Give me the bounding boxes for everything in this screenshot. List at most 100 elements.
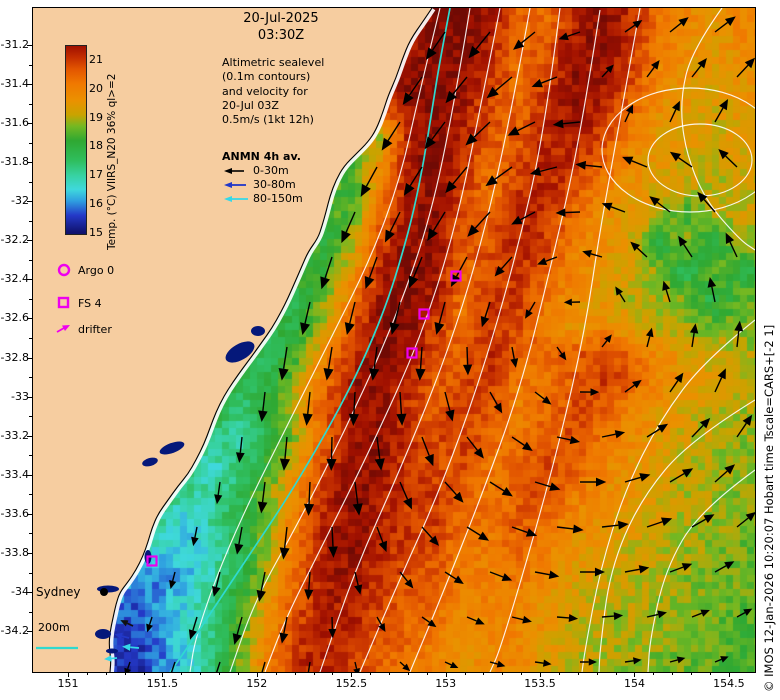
y-axis-label: -32.6 bbox=[0, 311, 29, 325]
y-minor-tick bbox=[29, 103, 32, 105]
alt-line: 0.5m/s (1kt 12h) bbox=[222, 113, 314, 127]
date-text: 20-Jul-2025 bbox=[243, 11, 319, 26]
y-tick-mark bbox=[27, 201, 32, 203]
colorbar-tick-label: 20 bbox=[89, 82, 103, 96]
y-tick-mark bbox=[27, 44, 32, 46]
x-axis-label: 152 bbox=[246, 677, 268, 690]
anmn-item-label: 30-80m bbox=[253, 178, 296, 191]
y-minor-tick bbox=[29, 338, 32, 340]
y-axis-label: -33.6 bbox=[0, 506, 29, 520]
x-axis-label: 152.5 bbox=[335, 677, 368, 690]
land-polygon bbox=[33, 8, 432, 672]
y-tick-mark bbox=[27, 435, 32, 437]
colorbar-tick-label: 18 bbox=[89, 139, 103, 153]
map-overlay bbox=[33, 8, 755, 672]
colorbar-tick-label: 15 bbox=[89, 225, 103, 239]
legend-drifter: drifter bbox=[55, 321, 112, 337]
alt-line: Altimetric sealevel bbox=[222, 56, 325, 69]
left-arrow-icon bbox=[224, 195, 248, 202]
y-tick-mark bbox=[27, 318, 32, 320]
x-axis-label: 154 bbox=[623, 677, 645, 690]
fs-square-icon bbox=[57, 296, 70, 309]
fs-mooring-squares bbox=[146, 270, 462, 567]
left-arrow-icon bbox=[224, 181, 246, 188]
y-tick-mark bbox=[27, 631, 32, 633]
y-axis-label: -32.8 bbox=[0, 350, 29, 364]
x-tick-mark bbox=[351, 672, 353, 677]
x-minor-tick bbox=[332, 672, 334, 675]
legend-fs: FS 4 bbox=[55, 295, 102, 311]
y-axis-label: -34.2 bbox=[0, 624, 29, 638]
x-axis-label: 154.5 bbox=[713, 677, 745, 690]
y-minor-tick bbox=[29, 416, 32, 418]
x-minor-tick bbox=[596, 672, 598, 675]
velocity-arrows bbox=[124, 16, 755, 672]
x-minor-tick bbox=[389, 672, 391, 675]
x-tick-mark bbox=[634, 672, 636, 677]
date-header: 20-Jul-2025 03:30Z bbox=[196, 10, 366, 44]
argo-circle-icon bbox=[57, 263, 71, 277]
y-axis-label: -32.2 bbox=[0, 233, 29, 247]
y-tick-mark bbox=[27, 240, 32, 242]
x-tick-mark bbox=[68, 672, 70, 677]
legend-fs-label: FS 4 bbox=[78, 296, 102, 310]
anmn-legend: ANMN 4h av. 0-30m 30-80m 80-150m bbox=[222, 150, 303, 205]
alt-line: and velocity for bbox=[222, 84, 308, 98]
x-minor-tick bbox=[200, 672, 202, 675]
anmn-item: 80-150m bbox=[222, 192, 303, 205]
y-axis-label: -33.2 bbox=[0, 428, 29, 442]
map-plot-area bbox=[32, 7, 756, 673]
y-tick-mark bbox=[27, 553, 32, 554]
imos-caption: © IMOS 12-Jan-2026 10:20:07 Hobart time … bbox=[762, 324, 776, 692]
alt-line: (0.1m contours) bbox=[222, 70, 311, 84]
x-minor-tick bbox=[502, 672, 504, 675]
x-minor-tick bbox=[672, 672, 674, 675]
y-minor-tick bbox=[29, 64, 32, 66]
y-axis-label: -32.4 bbox=[0, 272, 29, 286]
x-axis-label: 151.5 bbox=[146, 677, 179, 690]
y-axis-label: -31.8 bbox=[0, 155, 29, 169]
x-minor-tick bbox=[653, 672, 655, 675]
y-tick-mark bbox=[27, 357, 32, 359]
x-minor-tick bbox=[105, 672, 107, 675]
y-tick-mark bbox=[27, 396, 32, 398]
y-minor-tick bbox=[29, 298, 32, 300]
y-axis-label: -33.4 bbox=[0, 467, 29, 481]
x-tick-mark bbox=[728, 672, 730, 677]
y-tick-mark bbox=[27, 474, 32, 476]
x-minor-tick bbox=[86, 672, 88, 675]
anmn-item: 0-30m bbox=[222, 164, 303, 177]
altimetric-note: Altimetric sealevel (0.1m contours) and … bbox=[222, 56, 324, 127]
isobath-200m-label: 200m bbox=[38, 621, 70, 634]
anmn-item-label: 80-150m bbox=[253, 192, 303, 205]
x-minor-tick bbox=[181, 672, 183, 675]
x-tick-mark bbox=[540, 672, 542, 677]
x-tick-mark bbox=[162, 672, 164, 677]
y-minor-tick bbox=[29, 220, 32, 222]
y-tick-mark bbox=[27, 162, 32, 164]
x-axis-label: 151 bbox=[57, 677, 79, 690]
y-minor-tick bbox=[29, 455, 32, 457]
x-minor-tick bbox=[313, 672, 315, 675]
x-minor-tick bbox=[577, 672, 579, 675]
x-minor-tick bbox=[370, 672, 372, 675]
x-minor-tick bbox=[483, 672, 485, 675]
x-minor-tick bbox=[464, 672, 466, 675]
x-minor-tick bbox=[219, 672, 221, 675]
colorbar-tick-label: 21 bbox=[89, 53, 103, 67]
y-tick-mark bbox=[27, 513, 32, 515]
x-minor-tick bbox=[237, 672, 239, 675]
x-minor-tick bbox=[407, 672, 409, 675]
y-tick-mark bbox=[27, 123, 32, 125]
y-minor-tick bbox=[29, 533, 32, 535]
y-axis-label: -31.2 bbox=[0, 37, 29, 51]
drifter-arrow-icon bbox=[56, 325, 70, 333]
x-minor-tick bbox=[124, 672, 126, 675]
colorbar-tick-label: 16 bbox=[89, 196, 103, 210]
x-minor-tick bbox=[558, 672, 560, 675]
x-tick-mark bbox=[445, 672, 447, 677]
y-minor-tick bbox=[29, 142, 32, 144]
time-text: 03:30Z bbox=[257, 28, 305, 43]
left-arrow-icon bbox=[224, 167, 244, 174]
mooring-current-arrows bbox=[104, 620, 140, 662]
